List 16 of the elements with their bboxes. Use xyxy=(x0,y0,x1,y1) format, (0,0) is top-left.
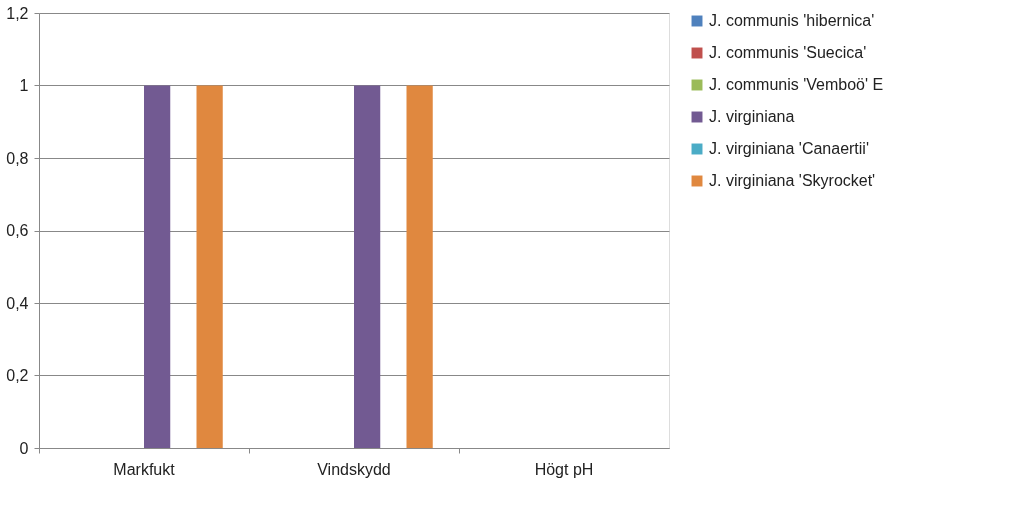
legend-label: J. communis 'Vemboö' E xyxy=(709,76,884,93)
y-tick-label: 0 xyxy=(19,439,29,457)
legend-label: J. virginiana 'Skyrocket' xyxy=(709,172,876,189)
y-tick-label: 0,2 xyxy=(6,367,29,384)
y-tick-label: 0,4 xyxy=(6,294,29,312)
legend-label: J. virginiana xyxy=(709,108,795,125)
y-tick-label: 0,6 xyxy=(6,222,29,239)
y-tick-label: 1,2 xyxy=(6,4,29,22)
x-tick-label: Högt pH xyxy=(534,460,594,478)
x-tick-label: Markfukt xyxy=(113,460,176,478)
y-tick-label: 0,8 xyxy=(6,149,29,167)
x-tick-label: Vindskydd xyxy=(317,460,391,478)
legend-label: J. communis 'hibernica' xyxy=(709,12,875,29)
legend-label: J. communis 'Suecica' xyxy=(709,44,867,61)
legend-label: J. virginiana 'Canaertii' xyxy=(709,140,869,157)
y-tick-label: 1 xyxy=(19,77,29,94)
